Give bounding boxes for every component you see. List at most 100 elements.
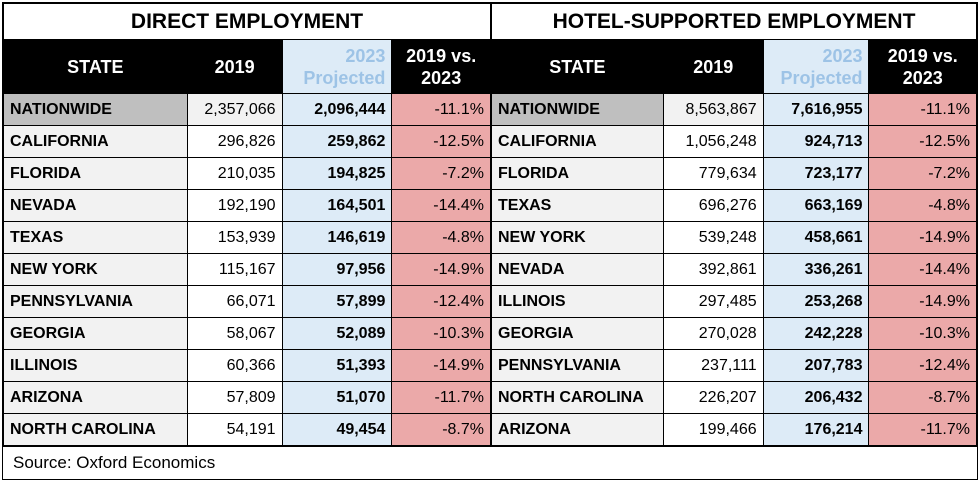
cell-proj: 97,956 (281, 253, 393, 286)
cell-chg: -11.7% (868, 413, 977, 446)
cell-proj: 924,713 (762, 125, 870, 158)
employment-table: HOTEL-SUPPORTED EMPLOYMENT STATE 2019 2023 … (491, 3, 977, 446)
table-title: HOTEL-SUPPORTED EMPLOYMENT (491, 3, 977, 40)
cell-state: CALIFORNIA (491, 125, 664, 158)
cell-proj: 259,862 (281, 125, 393, 158)
data-row: NATIONWIDE 8,563,867 7,616,955 -11.1% (491, 93, 977, 126)
cell-state: NATIONWIDE (491, 93, 664, 126)
cell-chg: -12.5% (391, 125, 491, 158)
source-note: Source: Oxford Economics (3, 446, 977, 479)
header-row: STATE 2019 2023 Projected 2019 vs. 2023 (3, 39, 491, 94)
cell-num: 54,191 (186, 413, 283, 446)
cell-num: 296,826 (186, 125, 283, 158)
cell-num: 153,939 (186, 221, 283, 254)
cell-state: ILLINOIS (3, 349, 188, 382)
cell-state: NEVADA (491, 253, 664, 286)
cell-num: 270,028 (662, 317, 764, 350)
data-row: ARIZONA 57,809 51,070 -11.7% (3, 381, 491, 414)
cell-num: 192,190 (186, 189, 283, 222)
cell-chg: -10.3% (868, 317, 977, 350)
data-row: TEXAS 153,939 146,619 -4.8% (3, 221, 491, 254)
cell-chg: -7.2% (391, 157, 491, 190)
cell-state: NEW YORK (491, 221, 664, 254)
cell-proj: 51,393 (281, 349, 393, 382)
column-header: STATE (3, 39, 188, 94)
cell-proj: 336,261 (762, 253, 870, 286)
header-row: STATE 2019 2023 Projected 2019 vs. 2023 (491, 39, 977, 94)
cell-chg: -8.7% (391, 413, 491, 446)
cell-proj: 52,089 (281, 317, 393, 350)
column-header: STATE (491, 39, 664, 94)
cell-proj: 206,432 (762, 381, 870, 414)
cell-proj: 57,899 (281, 285, 393, 318)
data-row: GEORGIA 58,067 52,089 -10.3% (3, 317, 491, 350)
cell-num: 237,111 (662, 349, 764, 382)
data-row: NATIONWIDE 2,357,066 2,096,444 -11.1% (3, 93, 491, 126)
cell-state: GEORGIA (491, 317, 664, 350)
data-row: NEW YORK 539,248 458,661 -14.9% (491, 221, 977, 254)
data-row: CALIFORNIA 296,826 259,862 -12.5% (3, 125, 491, 158)
data-row: GEORGIA 270,028 242,228 -10.3% (491, 317, 977, 350)
cell-proj: 146,619 (281, 221, 393, 254)
cell-state: NEW YORK (3, 253, 188, 286)
data-row: FLORIDA 779,634 723,177 -7.2% (491, 157, 977, 190)
data-row: NEVADA 192,190 164,501 -14.4% (3, 189, 491, 222)
data-row: ARIZONA 199,466 176,214 -11.7% (491, 413, 977, 446)
data-row: NORTH CAROLINA 54,191 49,454 -8.7% (3, 413, 491, 446)
cell-chg: -14.9% (391, 349, 491, 382)
cell-chg: -7.2% (868, 157, 977, 190)
cell-num: 226,207 (662, 381, 764, 414)
cell-proj: 176,214 (762, 413, 870, 446)
cell-state: NATIONWIDE (3, 93, 188, 126)
cell-chg: -4.8% (868, 189, 977, 222)
cell-num: 1,056,248 (662, 125, 764, 158)
cell-chg: -8.7% (868, 381, 977, 414)
cell-state: PENNSYLVANIA (3, 285, 188, 318)
cell-num: 392,861 (662, 253, 764, 286)
cell-proj: 2,096,444 (281, 93, 393, 126)
cell-proj: 49,454 (281, 413, 393, 446)
tables: DIRECT EMPLOYMENT STATE 2019 2023 Projected… (3, 3, 977, 446)
cell-chg: -10.3% (391, 317, 491, 350)
cell-chg: -12.4% (868, 349, 977, 382)
data-row: NEVADA 392,861 336,261 -14.4% (491, 253, 977, 286)
cell-proj: 7,616,955 (762, 93, 870, 126)
cell-proj: 194,825 (281, 157, 393, 190)
data-row: TEXAS 696,276 663,169 -4.8% (491, 189, 977, 222)
cell-chg: -11.1% (868, 93, 977, 126)
cell-proj: 164,501 (281, 189, 393, 222)
cell-state: FLORIDA (3, 157, 188, 190)
cell-num: 297,485 (662, 285, 764, 318)
employment-table: DIRECT EMPLOYMENT STATE 2019 2023 Projected… (3, 3, 491, 446)
cell-state: NORTH CAROLINA (3, 413, 188, 446)
cell-num: 60,366 (186, 349, 283, 382)
data-row: FLORIDA 210,035 194,825 -7.2% (3, 157, 491, 190)
column-header: 2019 vs. 2023 (868, 39, 977, 94)
title-row: DIRECT EMPLOYMENT (3, 3, 491, 40)
cell-num: 199,466 (662, 413, 764, 446)
cell-num: 539,248 (662, 221, 764, 254)
cell-state: FLORIDA (491, 157, 664, 190)
column-header: 2023 Projected (281, 39, 393, 94)
data-row: CALIFORNIA 1,056,248 924,713 -12.5% (491, 125, 977, 158)
table-frame: DIRECT EMPLOYMENT STATE 2019 2023 Projected… (2, 2, 978, 480)
title-row: HOTEL-SUPPORTED EMPLOYMENT (491, 3, 977, 40)
cell-num: 8,563,867 (662, 93, 764, 126)
cell-chg: -11.1% (391, 93, 491, 126)
cell-num: 66,071 (186, 285, 283, 318)
cell-state: NORTH CAROLINA (491, 381, 664, 414)
column-header: 2019 (186, 39, 283, 94)
cell-num: 696,276 (662, 189, 764, 222)
cell-num: 115,167 (186, 253, 283, 286)
cell-num: 210,035 (186, 157, 283, 190)
table-title: DIRECT EMPLOYMENT (3, 3, 491, 40)
cell-proj: 458,661 (762, 221, 870, 254)
cell-state: ARIZONA (3, 381, 188, 414)
cell-chg: -11.7% (391, 381, 491, 414)
cell-proj: 207,783 (762, 349, 870, 382)
column-header: 2023 Projected (762, 39, 870, 94)
data-row: NEW YORK 115,167 97,956 -14.9% (3, 253, 491, 286)
cell-num: 2,357,066 (186, 93, 283, 126)
data-row: PENNSYLVANIA 66,071 57,899 -12.4% (3, 285, 491, 318)
